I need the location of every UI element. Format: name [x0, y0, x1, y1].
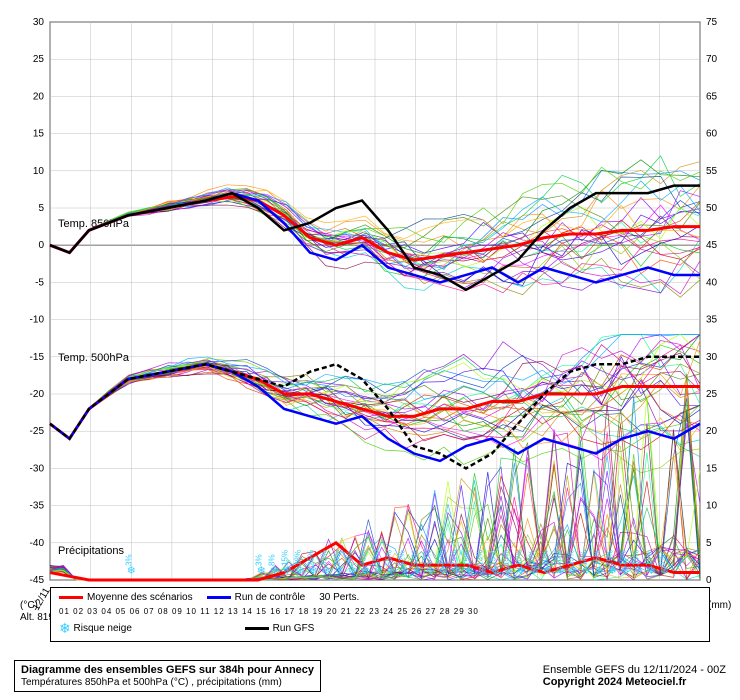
svg-text:25%: 25%	[449, 550, 458, 566]
svg-text:-45: -45	[30, 575, 45, 586]
svg-text:35%: 35%	[345, 550, 354, 566]
svg-text:Temp. 500hPa: Temp. 500hPa	[58, 352, 130, 364]
svg-text:8%: 8%	[267, 554, 276, 566]
svg-text:15%: 15%	[462, 550, 471, 566]
footer-copyright: Copyright 2024 Meteociel.fr	[543, 676, 687, 688]
svg-text:-30: -30	[30, 463, 45, 474]
svg-text:15%: 15%	[605, 550, 614, 566]
svg-text:-15: -15	[30, 352, 45, 363]
footer-left: Diagramme des ensembles GEFS sur 384h po…	[14, 660, 321, 692]
legend-snow: ❄ Risque neige Run GFS	[59, 620, 701, 637]
svg-text:Précipitations: Précipitations	[58, 545, 125, 557]
svg-text:35%: 35%	[319, 550, 328, 566]
ensemble-chart: -45 -40 -35 -30 -25 -20 -15 -10 -5 0 5 10 15 20 25 30 0 5…	[0, 0, 740, 700]
svg-text:25: 25	[33, 54, 45, 65]
footer-title: Diagramme des ensembles GEFS sur 384h po…	[21, 664, 314, 676]
svg-text:30: 30	[33, 17, 45, 28]
svg-text:70: 70	[706, 54, 718, 65]
svg-text:35: 35	[706, 315, 718, 326]
svg-text:(°C): (°C)	[20, 600, 38, 611]
svg-text:-10: -10	[30, 315, 45, 326]
svg-text:15%: 15%	[488, 550, 497, 566]
svg-text:55%: 55%	[384, 550, 393, 566]
svg-text:52%: 52%	[410, 550, 419, 566]
svg-text:55: 55	[706, 166, 718, 177]
svg-text:25%: 25%	[306, 550, 315, 566]
svg-text:10%: 10%	[527, 550, 536, 566]
svg-text:(mm): (mm)	[708, 600, 731, 611]
svg-text:15%: 15%	[280, 550, 289, 566]
svg-text:25: 25	[706, 389, 718, 400]
svg-text:-35: -35	[30, 501, 45, 512]
svg-text:6%: 6%	[657, 554, 666, 566]
svg-text:3%: 3%	[124, 554, 133, 566]
svg-text:20: 20	[33, 91, 45, 102]
svg-text:50: 50	[706, 203, 718, 214]
svg-text:3%: 3%	[254, 554, 263, 566]
svg-text:15%: 15%	[501, 550, 510, 566]
svg-text:18%: 18%	[293, 550, 302, 566]
footer-subtitle: Températures 850hPa et 500hPa (°C) , pré…	[21, 677, 282, 688]
footer-run: Ensemble GEFS du 12/11/2024 - 00Z	[543, 664, 726, 676]
svg-text:10: 10	[33, 166, 45, 177]
legend: Moyenne des scénarios Run de contrôle 30…	[50, 587, 710, 642]
svg-text:10%: 10%	[540, 550, 549, 566]
svg-text:13%: 13%	[475, 550, 484, 566]
svg-text:29%: 29%	[332, 550, 341, 566]
svg-text:30: 30	[706, 352, 718, 363]
svg-text:75: 75	[706, 17, 718, 28]
legend-mean: Moyenne des scénarios	[59, 592, 193, 603]
svg-text:5: 5	[38, 203, 44, 214]
svg-text:45%: 45%	[358, 550, 367, 566]
svg-text:15%: 15%	[566, 550, 575, 566]
svg-text:15%: 15%	[592, 550, 601, 566]
svg-text:10: 10	[706, 501, 718, 512]
svg-text:35%: 35%	[436, 550, 445, 566]
svg-text:-25: -25	[30, 426, 45, 437]
svg-text:20: 20	[706, 426, 718, 437]
svg-text:52%: 52%	[423, 550, 432, 566]
svg-text:15: 15	[33, 129, 45, 140]
svg-text:15%: 15%	[631, 550, 640, 566]
legend-pert-numbers: 01 02 03 04 05 06 07 08 09 10 11 12 13 1…	[59, 607, 479, 616]
svg-text:60: 60	[706, 129, 718, 140]
legend-control: Run de contrôle	[207, 592, 306, 603]
svg-text:-5: -5	[35, 277, 44, 288]
legend-perts: 30 Perts.	[319, 592, 359, 603]
svg-text:10%: 10%	[514, 550, 523, 566]
svg-text:52%: 52%	[397, 550, 406, 566]
svg-text:18%: 18%	[618, 550, 627, 566]
svg-text:18%: 18%	[579, 550, 588, 566]
svg-text:0: 0	[706, 575, 712, 586]
svg-text:-20: -20	[30, 389, 45, 400]
svg-text:0: 0	[38, 240, 44, 251]
svg-text:45: 45	[706, 240, 718, 251]
svg-text:15%: 15%	[644, 550, 653, 566]
svg-text:-40: -40	[30, 538, 45, 549]
svg-text:65: 65	[706, 91, 718, 102]
footer-right: Ensemble GEFS du 12/11/2024 - 00Z Copyri…	[543, 664, 726, 688]
svg-text:18%: 18%	[553, 550, 562, 566]
svg-text:55%: 55%	[371, 550, 380, 566]
svg-text:15: 15	[706, 463, 718, 474]
svg-text:40: 40	[706, 277, 718, 288]
svg-text:5: 5	[706, 538, 712, 549]
